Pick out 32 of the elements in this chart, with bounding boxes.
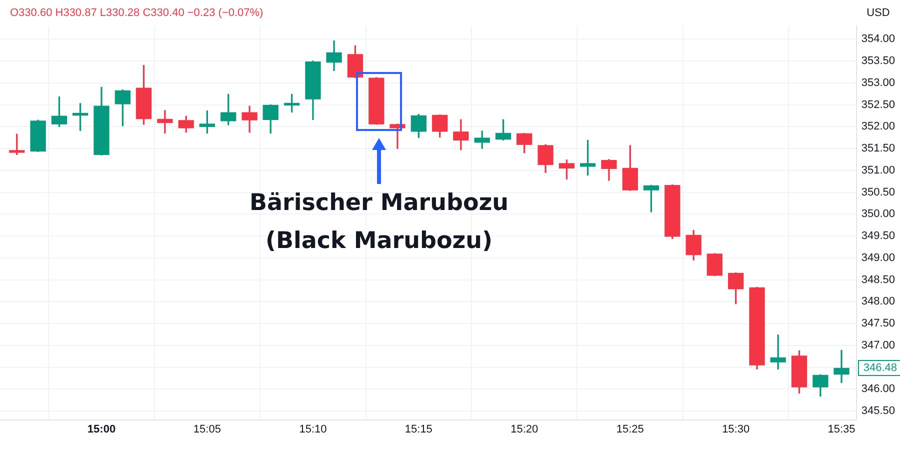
y-tick-label: 347.50	[861, 318, 896, 330]
y-tick-label: 348.50	[861, 274, 896, 286]
y-tick-label: 354.00	[861, 33, 896, 46]
x-tick-label: 15:20	[510, 423, 538, 436]
x-tick-label: 15:15	[404, 423, 432, 436]
x-tick-label: 15:00	[87, 423, 116, 436]
y-tick-label: 353.50	[861, 55, 896, 68]
y-axis-title: USD	[866, 7, 890, 20]
y-tick-label: 348.00	[861, 296, 896, 308]
y-tick-label: 349.50	[861, 230, 896, 242]
y-tick-label: 353.00	[861, 76, 896, 89]
candlestick	[834, 350, 850, 383]
y-tick-label: 350.50	[861, 186, 896, 198]
x-tick-label: 15:10	[299, 423, 327, 436]
y-tick-label: 352.00	[861, 120, 896, 133]
y-tick-label: 351.50	[861, 142, 896, 155]
y-tick-label: 345.50	[861, 405, 896, 418]
x-tick-label: 15:30	[722, 423, 750, 436]
y-tick-label: 349.00	[861, 252, 896, 264]
x-tick-label: 15:25	[616, 423, 644, 436]
y-tick-label: 346.00	[861, 383, 896, 396]
x-tick-label: 15:05	[193, 423, 221, 436]
y-tick-label: 347.00	[861, 339, 896, 352]
y-tick-label: 352.50	[861, 98, 896, 111]
y-tick-label: 350.00	[861, 208, 896, 220]
x-tick-label: 15:35	[828, 423, 856, 436]
candlestick	[770, 334, 786, 370]
y-tick-label: 351.00	[861, 164, 896, 176]
annotation: Bärischer Marubozu (Black Marubozu)	[249, 189, 509, 256]
text: O330.60 H330.87 L330.28 C330.40 −0.23 (−0.07%)	[10, 7, 264, 20]
candlestick	[157, 110, 173, 134]
annotation: 346.48	[858, 360, 900, 376]
